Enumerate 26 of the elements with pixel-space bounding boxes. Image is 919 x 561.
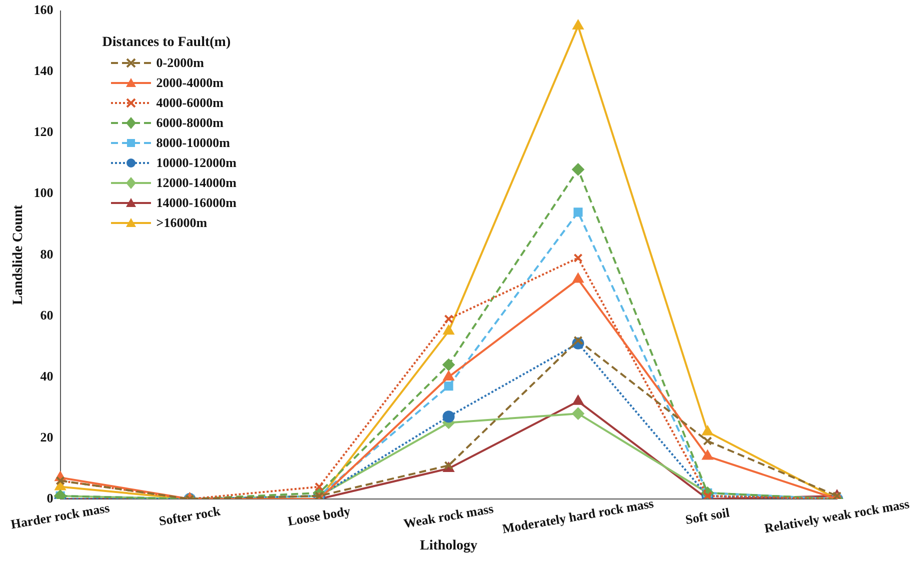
x-tick-label: Weak rock mass [402,500,494,531]
y-tick-label: 160 [34,2,54,18]
legend-label: >16000m [156,214,208,232]
legend-label: 2000-4000m [156,74,224,92]
x-axis-title: Lithology [420,538,478,554]
y-tick-label: 120 [34,124,54,140]
legend-label: 4000-6000m [156,94,224,112]
y-tick-label: 40 [40,368,54,384]
legend-label: 10000-12000m [156,154,236,172]
y-tick-label: 100 [34,185,54,200]
y-tick-label: 140 [34,63,54,78]
y-tick-label: 60 [40,307,54,322]
legend-label: 6000-8000m [156,114,224,132]
y-tick-label: 20 [40,429,54,444]
x-tick-label: Loose body [286,503,352,529]
legend-label: 12000-14000m [156,174,236,192]
legend-label: 14000-16000m [156,194,236,212]
y-tick-label: 0 [46,490,54,506]
legend-title: Distances to Fault(m) [102,34,232,52]
legend-label: 0-2000m [156,54,204,72]
x-tick-label: Soft soil [684,504,731,528]
x-tick-label: Softer rock [158,503,222,529]
legend-label: 8000-10000m [156,134,230,152]
x-tick-label: Moderately hard rock mass [501,496,655,536]
y-tick-label: 80 [40,246,54,262]
y-axis-title: Landslide Count [11,204,26,305]
